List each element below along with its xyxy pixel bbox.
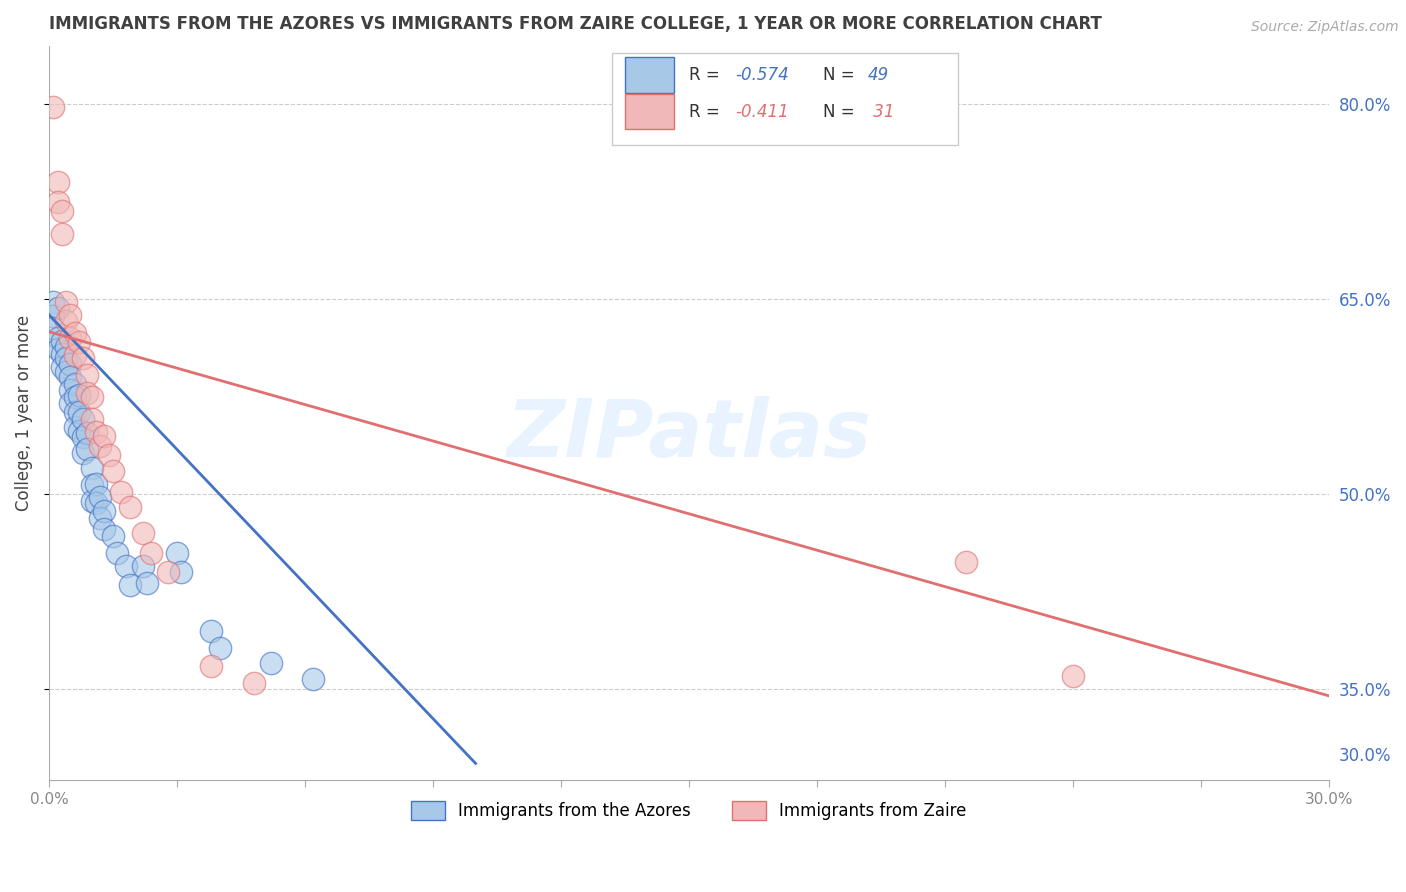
Point xyxy=(51,359,73,374)
Point xyxy=(51,227,73,242)
Point xyxy=(42,321,65,335)
Legend: Immigrants from the Azores, Immigrants from Zaire: Immigrants from the Azores, Immigrants f… xyxy=(405,795,973,827)
FancyBboxPatch shape xyxy=(624,95,673,129)
Point xyxy=(84,425,107,439)
Point xyxy=(72,351,94,365)
Point xyxy=(55,340,77,354)
Point xyxy=(84,496,107,510)
Point xyxy=(63,326,86,340)
Point xyxy=(46,175,69,189)
Text: 31: 31 xyxy=(868,103,894,120)
Point xyxy=(200,659,222,673)
Text: IMMIGRANTS FROM THE AZORES VS IMMIGRANTS FROM ZAIRE COLLEGE, 1 YEAR OR MORE CORR: IMMIGRANTS FROM THE AZORES VS IMMIGRANTS… xyxy=(49,15,1102,33)
Point xyxy=(67,405,90,419)
Point xyxy=(80,478,103,492)
Point xyxy=(114,558,136,573)
Point xyxy=(80,412,103,426)
Point xyxy=(118,578,141,592)
Point xyxy=(93,504,115,518)
Point xyxy=(89,439,111,453)
Point xyxy=(136,575,159,590)
Point xyxy=(93,522,115,536)
Point xyxy=(46,342,69,356)
Text: N =: N = xyxy=(824,103,860,120)
Point xyxy=(110,484,132,499)
Point xyxy=(59,396,82,410)
Point xyxy=(59,370,82,384)
Point xyxy=(55,314,77,328)
Point xyxy=(55,294,77,309)
Point xyxy=(260,657,283,671)
Text: 49: 49 xyxy=(868,66,890,84)
Point xyxy=(55,351,77,365)
Point xyxy=(97,448,120,462)
Point xyxy=(59,308,82,322)
Text: R =: R = xyxy=(689,103,725,120)
Text: -0.411: -0.411 xyxy=(735,103,789,120)
Point xyxy=(63,419,86,434)
Point xyxy=(59,331,82,345)
Point xyxy=(72,412,94,426)
Point xyxy=(42,294,65,309)
Point xyxy=(67,424,90,438)
Point xyxy=(76,385,98,400)
Point xyxy=(118,500,141,515)
Point xyxy=(67,335,90,350)
Point xyxy=(242,675,264,690)
Point xyxy=(101,529,124,543)
Point xyxy=(76,426,98,441)
Point xyxy=(63,348,86,362)
Text: -0.574: -0.574 xyxy=(735,66,789,84)
Point xyxy=(63,376,86,391)
Point xyxy=(141,546,163,560)
Text: Source: ZipAtlas.com: Source: ZipAtlas.com xyxy=(1251,20,1399,34)
Point xyxy=(72,445,94,459)
Point xyxy=(42,100,65,114)
Point xyxy=(170,566,193,580)
Point xyxy=(80,493,103,508)
Point xyxy=(101,464,124,478)
Text: N =: N = xyxy=(824,66,860,84)
Point xyxy=(42,309,65,323)
Point xyxy=(80,461,103,475)
Point xyxy=(67,388,90,402)
Point xyxy=(76,442,98,456)
Point xyxy=(55,365,77,379)
Y-axis label: College, 1 year or more: College, 1 year or more xyxy=(15,315,32,511)
Point xyxy=(132,558,155,573)
Point xyxy=(955,555,977,569)
Point xyxy=(105,546,128,560)
Text: ZIPatlas: ZIPatlas xyxy=(506,396,872,474)
Point xyxy=(132,526,155,541)
Point xyxy=(208,640,231,655)
Point xyxy=(157,566,180,580)
Point xyxy=(84,476,107,491)
Point xyxy=(93,428,115,442)
FancyBboxPatch shape xyxy=(612,53,957,145)
Point xyxy=(1062,669,1084,683)
Point xyxy=(80,390,103,404)
Point xyxy=(302,672,325,686)
Point xyxy=(76,368,98,382)
Point xyxy=(46,331,69,345)
Point xyxy=(166,546,188,560)
Point xyxy=(89,490,111,504)
Point xyxy=(200,624,222,638)
Point xyxy=(51,334,73,348)
Point xyxy=(51,203,73,218)
Point xyxy=(89,510,111,524)
Text: R =: R = xyxy=(689,66,725,84)
Point xyxy=(72,430,94,444)
Point xyxy=(46,194,69,209)
Point xyxy=(63,405,86,419)
Point xyxy=(59,383,82,397)
Point xyxy=(51,347,73,361)
Point xyxy=(59,357,82,371)
FancyBboxPatch shape xyxy=(624,57,673,93)
Point xyxy=(46,301,69,316)
Point xyxy=(63,390,86,404)
